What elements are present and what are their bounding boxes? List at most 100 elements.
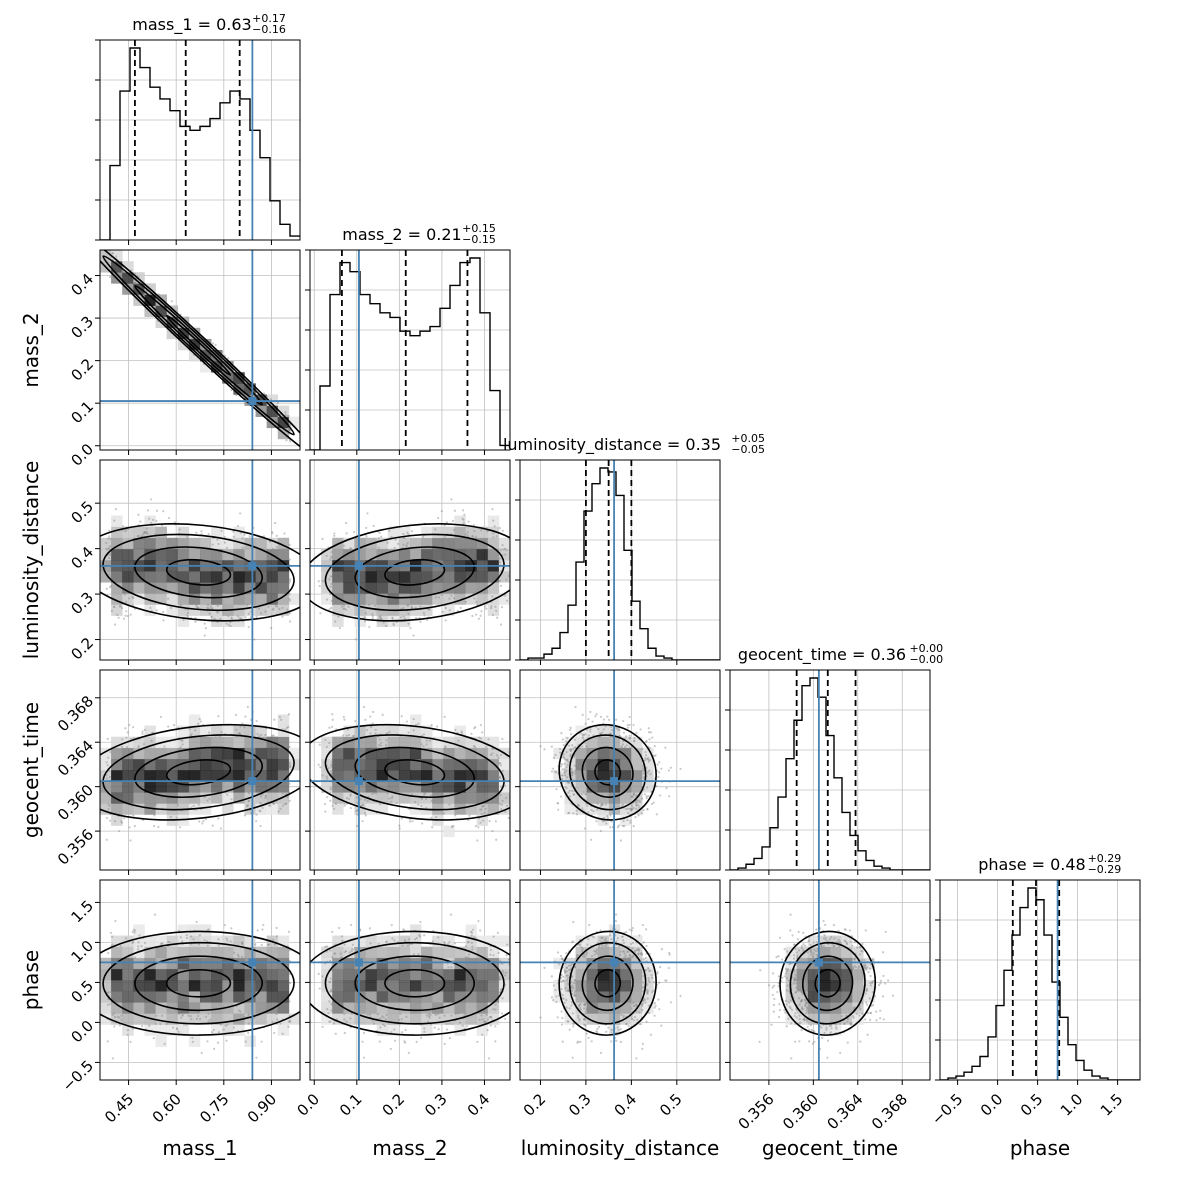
- histogram-geocent_time: [730, 677, 930, 870]
- density-cell: [100, 747, 112, 760]
- scatter-point: [633, 1015, 637, 1019]
- density-cell: [244, 736, 256, 749]
- scatter-point: [652, 801, 655, 804]
- hist-panel-geocent_time: [725, 669, 931, 875]
- scatter-point: [616, 1026, 619, 1029]
- scatter-point: [640, 1003, 644, 1006]
- density-cell: [177, 736, 190, 749]
- scatter-point: [244, 1040, 247, 1043]
- scatter-point: [333, 1022, 336, 1025]
- scatter-point: [334, 952, 337, 955]
- panel-frame: [519, 879, 721, 1081]
- density-cell: [454, 571, 466, 583]
- scatter-point: [601, 944, 604, 947]
- scatter-point: [813, 948, 816, 951]
- scatter-point: [116, 1015, 119, 1018]
- scatter-point: [471, 928, 475, 931]
- density-cell: [354, 991, 366, 1003]
- scatter-point: [131, 603, 135, 607]
- density-cell: [144, 758, 156, 771]
- density-cell: [841, 957, 853, 970]
- scatter-point: [828, 1024, 831, 1027]
- y-tick-label: −0.5: [59, 1057, 97, 1095]
- scatter-point: [107, 546, 110, 550]
- density-cell: [332, 935, 344, 947]
- scatter-point: [879, 1017, 882, 1020]
- density-cell: [476, 991, 489, 1003]
- scatter-point: [404, 1041, 407, 1044]
- scatter-point: [211, 342, 215, 345]
- scatter-point: [645, 944, 648, 948]
- density-cell: [321, 571, 333, 583]
- truth-marker: [610, 777, 619, 786]
- density-cell: [365, 582, 377, 594]
- density-cell: [166, 1024, 179, 1036]
- density-cell: [211, 770, 223, 782]
- scatter-point: [564, 987, 567, 990]
- density-cell: [421, 526, 433, 539]
- density-cell: [266, 582, 279, 594]
- scatter-point: [340, 956, 343, 959]
- scatter-point: [789, 929, 792, 932]
- panel-frame: [99, 249, 301, 451]
- scatter-point: [624, 954, 627, 957]
- scatter-point: [476, 839, 479, 842]
- scatter-point: [211, 543, 214, 546]
- scatter-point: [813, 1030, 816, 1033]
- scatter-point: [869, 981, 872, 984]
- scatter-point: [403, 939, 406, 942]
- scatter-point: [824, 939, 828, 942]
- hist-panel-phase: −0.5 0.0 0.5 1.0 1.5: [928, 879, 1141, 1129]
- density-cell: [597, 980, 610, 992]
- scatter-point: [824, 923, 827, 927]
- scatter-point: [404, 1028, 407, 1032]
- scatter-point: [498, 579, 501, 582]
- scatter-point: [793, 1014, 796, 1018]
- density-cell: [133, 593, 145, 605]
- scatter-point: [255, 615, 258, 618]
- density-cell: [443, 1002, 455, 1014]
- density-cell: [122, 526, 134, 539]
- scatter-point: [793, 977, 796, 980]
- scatter-point: [347, 797, 351, 801]
- scatter-point: [329, 788, 332, 791]
- scatter-point: [230, 927, 233, 930]
- scatter-point: [644, 740, 647, 744]
- scatter-point: [459, 606, 462, 609]
- scatter-point: [363, 811, 367, 815]
- density-cell: [354, 980, 366, 992]
- density-cell: [785, 946, 797, 959]
- scatter-point: [179, 936, 182, 939]
- density-cell: [575, 803, 587, 815]
- scatter-point: [800, 999, 803, 1003]
- scatter-point: [598, 944, 601, 948]
- scatter-point: [349, 923, 353, 927]
- scatter-point: [213, 1047, 216, 1050]
- scatter-point: [376, 1012, 379, 1016]
- density-cell: [343, 957, 355, 970]
- density-cell: [376, 792, 389, 804]
- density-cell: [841, 980, 853, 992]
- density-cell: [487, 758, 500, 771]
- scatter-point: [805, 1009, 808, 1012]
- x-tick-label: 0.0: [293, 1090, 323, 1120]
- density-cell: [597, 770, 610, 782]
- density-cell: [498, 803, 510, 815]
- density-cell: [222, 957, 234, 970]
- scatter-point: [632, 792, 636, 795]
- scatter-point: [275, 534, 278, 537]
- scatter-point: [116, 613, 119, 617]
- contour-line: [134, 955, 264, 1012]
- scatter-point: [498, 526, 501, 530]
- density-cell: [376, 935, 389, 947]
- scatter-point: [245, 604, 248, 607]
- scatter-point: [648, 769, 651, 772]
- density-cell: [454, 1024, 466, 1036]
- scatter-point: [614, 913, 618, 916]
- density-cell: [443, 758, 455, 771]
- scatter-point: [595, 1030, 598, 1033]
- scatter-point: [560, 980, 564, 983]
- scatter-point: [333, 532, 336, 535]
- scatter-point: [647, 967, 650, 970]
- density-cell: [222, 736, 234, 749]
